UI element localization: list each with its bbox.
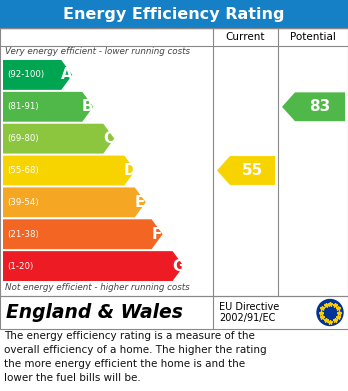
Text: Very energy efficient - lower running costs: Very energy efficient - lower running co… [5, 47, 190, 56]
Text: Energy Efficiency Rating: Energy Efficiency Rating [63, 7, 285, 22]
Polygon shape [3, 124, 114, 154]
Polygon shape [282, 92, 345, 121]
Text: (69-80): (69-80) [7, 134, 39, 143]
Polygon shape [3, 251, 184, 281]
Bar [0, 296, 348, 329]
Text: (39-54): (39-54) [7, 198, 39, 207]
Polygon shape [3, 219, 163, 249]
Text: B: B [82, 99, 94, 114]
Circle shape [317, 300, 343, 325]
Text: (21-38): (21-38) [7, 230, 39, 239]
Polygon shape [3, 92, 93, 122]
Text: F: F [152, 227, 162, 242]
Text: (81-91): (81-91) [7, 102, 39, 111]
Text: G: G [172, 258, 184, 274]
Text: C: C [103, 131, 114, 146]
Text: E: E [135, 195, 145, 210]
Polygon shape [217, 156, 275, 185]
Text: 2002/91/EC: 2002/91/EC [219, 312, 275, 323]
Text: 83: 83 [309, 99, 331, 114]
Bar [0, 28, 348, 296]
Text: A: A [61, 67, 73, 83]
Text: Potential: Potential [290, 32, 336, 42]
Text: (1-20): (1-20) [7, 262, 33, 271]
Text: Not energy efficient - higher running costs: Not energy efficient - higher running co… [5, 283, 190, 292]
Text: (55-68): (55-68) [7, 166, 39, 175]
Polygon shape [3, 60, 72, 90]
Text: Current: Current [226, 32, 265, 42]
Text: England & Wales: England & Wales [6, 303, 183, 322]
Text: The energy efficiency rating is a measure of the
overall efficiency of a home. T: The energy efficiency rating is a measur… [4, 331, 267, 383]
Polygon shape [3, 156, 135, 185]
Text: D: D [124, 163, 136, 178]
Bar [0, 0, 348, 28]
Text: EU Directive: EU Directive [219, 303, 279, 312]
Polygon shape [3, 187, 146, 217]
Text: 55: 55 [242, 163, 263, 178]
Text: (92-100): (92-100) [7, 70, 44, 79]
Bar [0, 296, 348, 329]
